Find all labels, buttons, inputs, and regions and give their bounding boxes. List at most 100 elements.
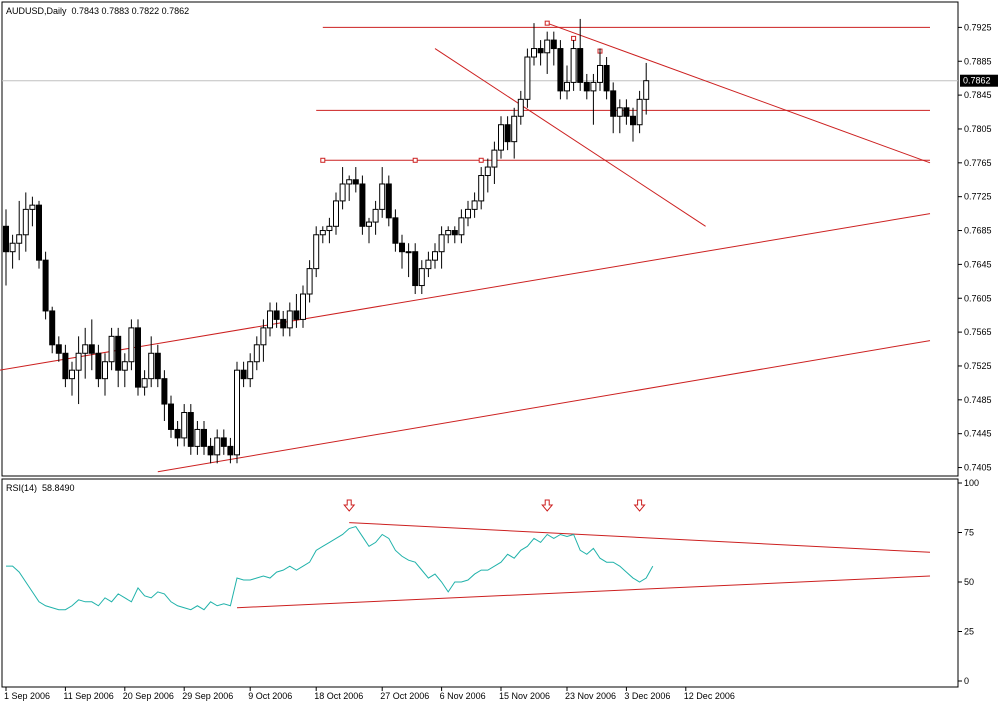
candle — [3, 209, 9, 286]
candle — [108, 327, 115, 371]
candle-body-down — [187, 412, 194, 447]
candle — [379, 167, 386, 218]
candle — [643, 62, 650, 115]
candle-body-up — [253, 344, 260, 363]
candle-body-down — [88, 344, 95, 354]
candle-body-up — [333, 200, 339, 227]
candle-body-up — [438, 234, 445, 253]
candle — [62, 344, 69, 388]
trendline-uptrend-upper[interactable] — [0, 213, 931, 371]
date-tick-label: 20 Sep 2006 — [123, 691, 174, 701]
price-panel[interactable] — [0, 18, 958, 473]
trendline-channel-down-top[interactable] — [547, 22, 931, 164]
rsi-rsi-resistance[interactable] — [349, 522, 931, 553]
trendline-channel-down-bottom[interactable] — [434, 48, 706, 227]
trendline-handle[interactable] — [571, 35, 577, 41]
candle-body-up — [29, 204, 36, 210]
candle-body-down — [352, 179, 359, 185]
candle-body-up — [597, 64, 603, 83]
candle — [313, 226, 320, 278]
rsi-tick-label: 100 — [964, 478, 979, 488]
candle-body-up — [590, 81, 597, 92]
candle — [583, 73, 590, 100]
candle — [498, 116, 504, 159]
trendline-handle[interactable] — [412, 157, 418, 163]
candle — [590, 73, 597, 125]
candle-body-up — [247, 361, 254, 380]
candle — [544, 31, 551, 74]
candle — [306, 260, 313, 303]
trendline-handle[interactable] — [320, 157, 326, 163]
candle — [517, 90, 524, 125]
candle — [399, 234, 405, 269]
rsi-value: 58.8490 — [42, 483, 75, 493]
candle — [372, 200, 379, 235]
rsi-panel[interactable] — [6, 499, 931, 611]
candle-body-down — [62, 352, 69, 380]
candle-body-up — [313, 234, 320, 270]
date-tick-label: 11 Sep 2006 — [63, 691, 113, 701]
price-tick-label: 0.7925 — [964, 22, 992, 32]
trendline-uptrend-lower[interactable] — [157, 340, 931, 473]
price-tick-label: 0.7725 — [964, 192, 992, 202]
candle — [55, 336, 62, 362]
rsi-down-arrow-icon — [541, 499, 554, 512]
candle-body-down — [36, 204, 42, 261]
candle — [630, 107, 636, 142]
candle-body-down — [385, 183, 392, 219]
candle — [451, 226, 458, 244]
rsi-rsi-support[interactable] — [236, 575, 931, 609]
candle-body-up — [214, 437, 221, 456]
candle-body-down — [577, 48, 584, 83]
candle-body-down — [280, 318, 287, 329]
trendline-handle[interactable] — [478, 157, 484, 163]
candle — [16, 200, 23, 261]
ohlc-values: 0.7843 0.7883 0.7822 0.7862 — [71, 6, 190, 16]
candle — [161, 370, 168, 421]
rsi-header: RSI(14) 58.8490 — [6, 483, 75, 493]
candle — [319, 226, 326, 244]
candle-body-down — [610, 90, 617, 117]
price-tick-label: 0.7765 — [964, 158, 992, 168]
price-tick-label: 0.7645 — [964, 259, 992, 269]
candle — [333, 192, 339, 235]
candle — [504, 116, 511, 151]
candle-body-up — [524, 56, 531, 100]
candle — [610, 82, 617, 134]
candle-body-up — [141, 378, 148, 388]
candle — [570, 40, 577, 91]
candle — [214, 429, 221, 464]
candle — [267, 302, 273, 337]
candle-body-down — [293, 310, 300, 320]
candle — [88, 319, 95, 371]
candle — [432, 243, 438, 269]
date-tick-label: 6 Nov 2006 — [440, 691, 486, 701]
candle-body-up — [379, 183, 386, 210]
candle-body-down — [174, 428, 181, 439]
trendline-handle[interactable] — [544, 20, 550, 26]
candle-body-up — [432, 251, 438, 261]
price-tick-label: 0.7685 — [964, 226, 992, 236]
candle — [300, 285, 306, 328]
candle-body-up — [570, 48, 577, 83]
rsi-tick-label: 25 — [964, 627, 974, 637]
rsi-tick-label: 50 — [964, 577, 974, 587]
candle — [29, 196, 36, 227]
price-tick-label: 0.7885 — [964, 56, 992, 66]
candle — [326, 217, 333, 244]
rsi-name: RSI(14) — [6, 483, 38, 493]
candle-body-down — [537, 48, 544, 54]
date-tick-label: 12 Dec 2006 — [684, 691, 735, 701]
candle — [253, 336, 260, 371]
candle — [623, 99, 630, 125]
candle — [207, 437, 214, 464]
candle — [280, 310, 287, 337]
candle-body-up — [366, 221, 372, 227]
candle — [9, 234, 16, 269]
main-panel-border — [1, 1, 959, 477]
candle-body-down — [359, 183, 366, 227]
candle — [154, 344, 161, 388]
candle-body-down — [240, 369, 247, 380]
candle-body-up — [9, 242, 16, 253]
